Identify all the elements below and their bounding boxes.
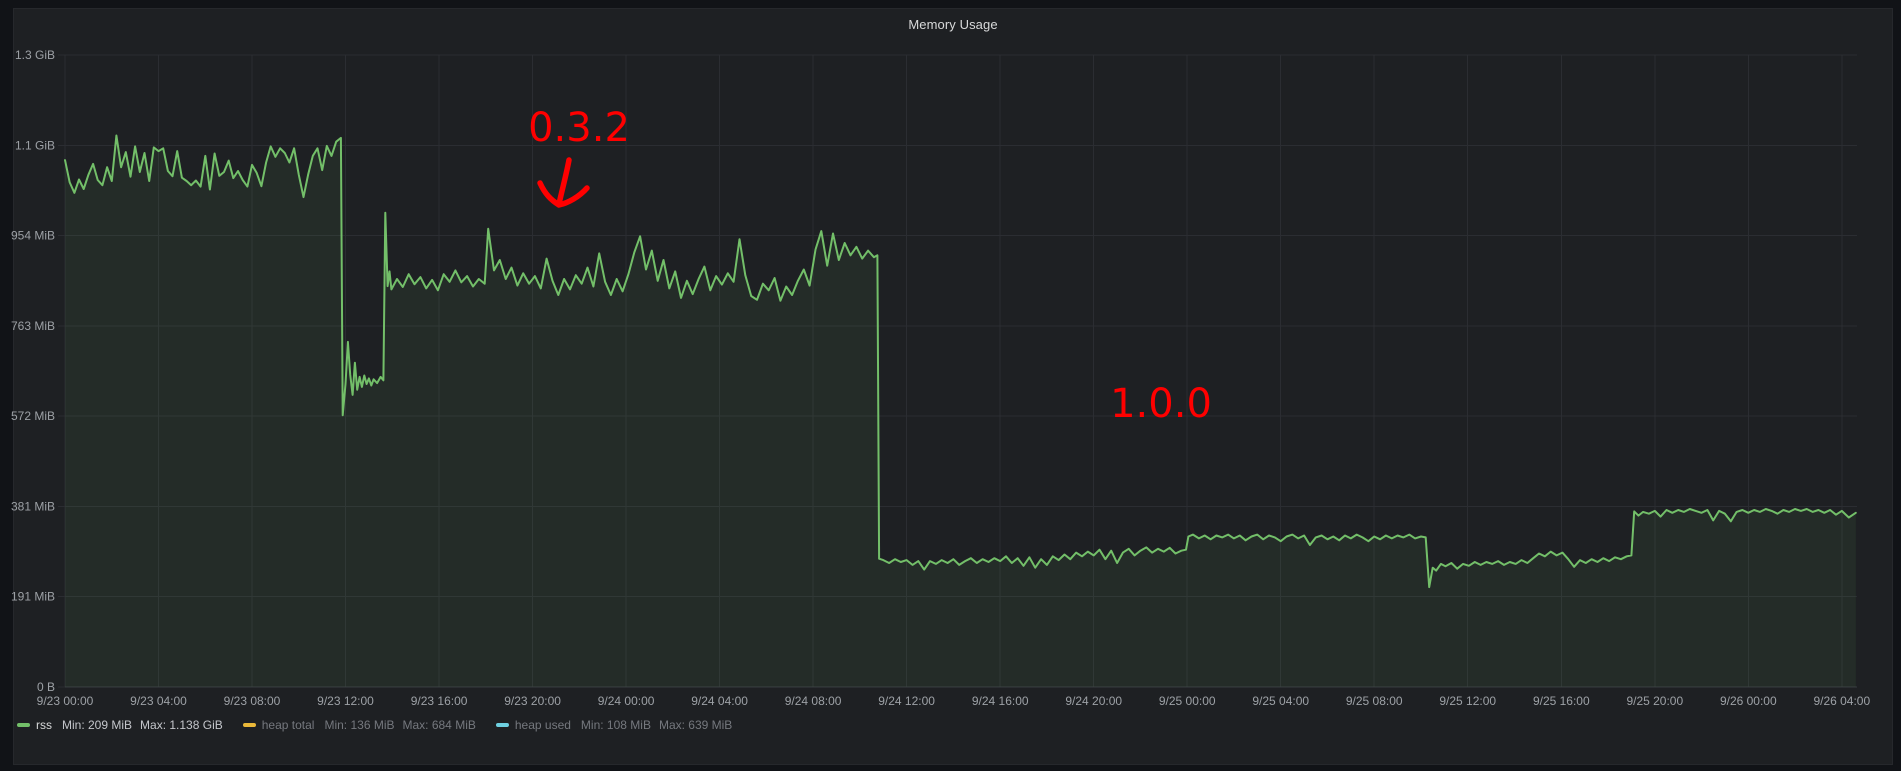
y-tick-label: 763 MiB (11, 319, 55, 333)
y-tick-label: 1.3 GiB (15, 48, 55, 62)
memory-usage-panel: Memory Usage (13, 8, 1893, 765)
legend-item-heap-total[interactable]: heap total Min: 136 MiB Max: 684 MiB (242, 718, 484, 732)
panel-header[interactable]: Memory Usage (14, 9, 1892, 39)
x-tick-label: 9/23 04:00 (130, 694, 187, 708)
panel-title: Memory Usage (908, 16, 998, 32)
legend-max-value: Max: 1.138 GiB (140, 718, 223, 732)
y-tick-label: 0 B (37, 680, 55, 694)
x-tick-label: 9/25 12:00 (1439, 694, 1496, 708)
x-tick-label: 9/26 00:00 (1720, 694, 1777, 708)
legend-color-swatch-icon (242, 723, 256, 727)
x-tick-label: 9/24 12:00 (878, 694, 935, 708)
legend-color-swatch-icon (495, 723, 509, 727)
rss-area-fill (65, 135, 1856, 687)
legend: rss Min: 209 MiB Max: 1.138 GiB heap total M… (17, 716, 752, 734)
legend-max-value: Max: 639 MiB (658, 718, 733, 732)
y-tick-label: 954 MiB (11, 229, 55, 243)
legend-series-name: heap total (261, 718, 315, 732)
legend-min-value: Min: 108 MiB (580, 718, 651, 732)
x-tick-label: 9/25 04:00 (1252, 694, 1309, 708)
legend-max-value: Max: 684 MiB (402, 718, 476, 732)
x-tick-label: 9/23 20:00 (504, 694, 561, 708)
x-tick-label: 9/25 00:00 (1159, 694, 1216, 708)
x-tick-label: 9/26 04:00 (1813, 694, 1870, 708)
legend-min-value: Min: 209 MiB (62, 718, 133, 732)
x-tick-label: 9/25 20:00 (1626, 694, 1683, 708)
legend-color-swatch-icon (17, 723, 30, 727)
x-tick-label: 9/24 16:00 (972, 694, 1029, 708)
annotation-text: 0.3.2 (528, 105, 630, 151)
x-tick-label: 9/25 16:00 (1533, 694, 1590, 708)
x-tick-label: 9/25 08:00 (1346, 694, 1403, 708)
legend-series-name: rss (36, 718, 52, 732)
y-tick-label: 191 MiB (11, 590, 55, 604)
x-tick-label: 9/23 16:00 (411, 694, 468, 708)
x-tick-label: 9/24 20:00 (1065, 694, 1122, 708)
y-tick-label: 572 MiB (11, 409, 55, 423)
legend-item-heap-used[interactable]: heap used Min: 108 MiB Max: 639 MiB (495, 718, 740, 732)
legend-item-rss[interactable]: rss Min: 209 MiB Max: 1.138 GiB (17, 718, 231, 732)
rss-series-line (64, 134, 1857, 589)
x-tick-label: 9/23 08:00 (224, 694, 281, 708)
annotation-text: 1.0.0 (1110, 381, 1212, 427)
y-tick-label: 1.1 GiB (15, 138, 55, 152)
x-tick-label: 9/23 12:00 (317, 694, 374, 708)
annotation-arrow-icon (537, 157, 590, 208)
legend-series-name: heap used (514, 718, 571, 732)
x-tick-label: 9/23 00:00 (37, 694, 94, 708)
x-tick-label: 9/24 00:00 (598, 694, 655, 708)
x-tick-label: 9/24 04:00 (691, 694, 748, 708)
y-tick-label: 381 MiB (11, 499, 55, 513)
legend-min-value: Min: 136 MiB (324, 718, 395, 732)
x-tick-label: 9/24 08:00 (785, 694, 842, 708)
